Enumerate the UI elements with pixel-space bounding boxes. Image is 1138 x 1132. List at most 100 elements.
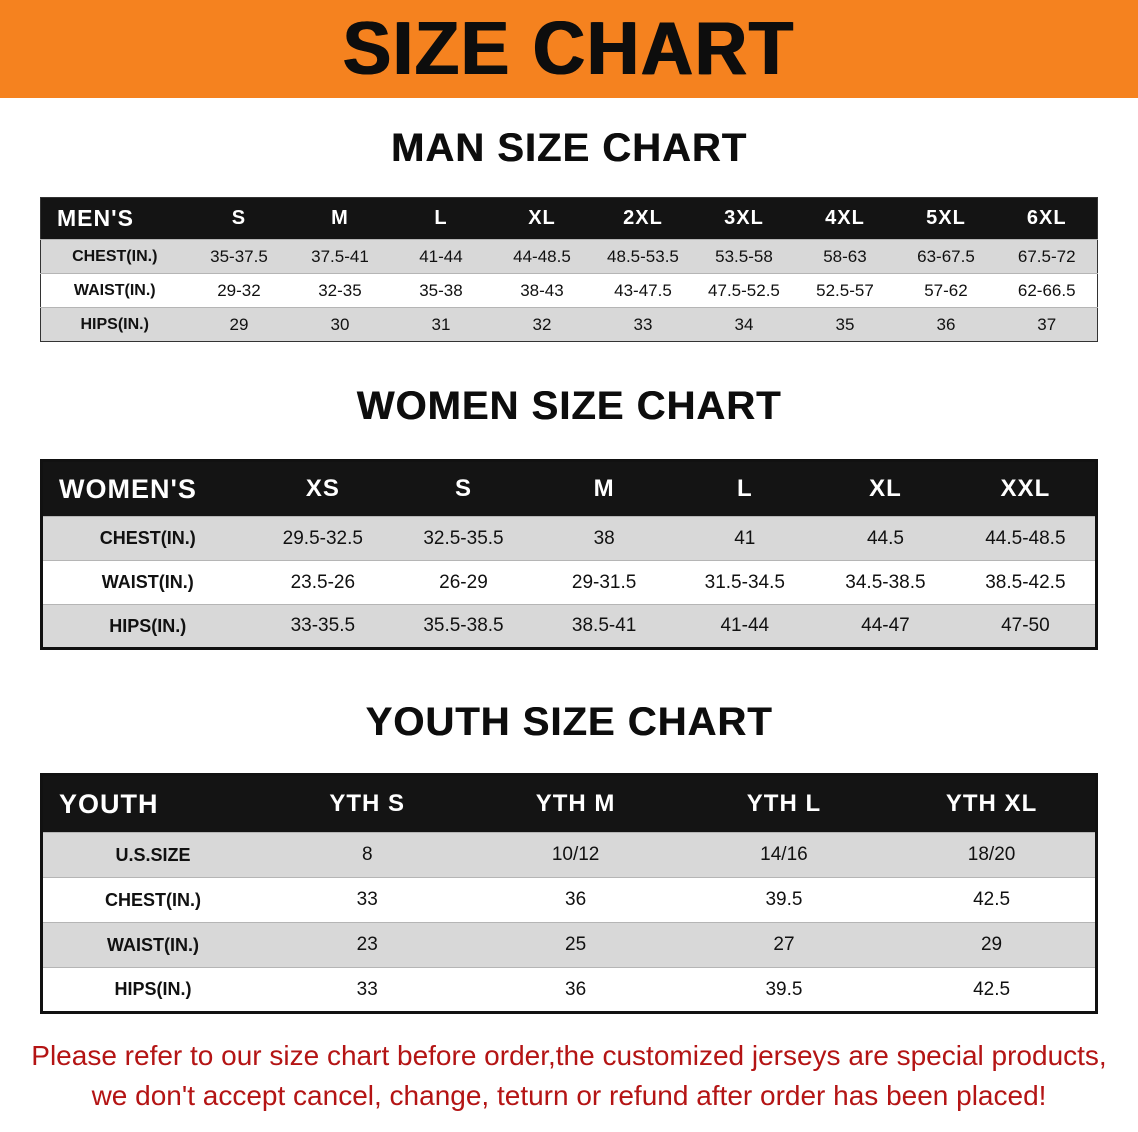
size-column-header: YTH M	[471, 774, 680, 833]
table-header-row: MEN'S S M L XL 2XL 3XL 4XL 5XL 6XL	[40, 197, 1098, 240]
size-value-cell: 38	[533, 516, 675, 561]
row-label: CHEST(IN.)	[41, 516, 253, 561]
table-row: WAIST(IN.) 29-32 32-35 35-38 38-43 43-47.5 47.…	[40, 273, 1098, 308]
row-label: HIPS(IN.)	[40, 307, 189, 342]
youth-size-table: YOUTH YTH S YTH M YTH L YTH XL U.S.SIZE 8 10/12…	[40, 773, 1098, 1014]
men-section-heading: MAN SIZE CHART	[390, 126, 748, 170]
table-row: WAIST(IN.) 23 25 27 29	[41, 922, 1097, 968]
size-value-cell: 36	[471, 967, 680, 1013]
size-value-cell: 38.5-42.5	[955, 560, 1097, 605]
size-value-cell: 39.5	[679, 967, 889, 1013]
size-value-cell: 35	[794, 307, 896, 342]
size-column-header: L	[674, 460, 816, 517]
size-value-cell: 44-48.5	[491, 239, 593, 274]
size-value-cell: 62-66.5	[996, 273, 1098, 308]
row-label: HIPS(IN.)	[41, 604, 253, 649]
size-value-cell: 8	[263, 832, 472, 878]
size-value-cell: 34.5-38.5	[815, 560, 956, 605]
size-value-cell: 32-35	[289, 273, 391, 308]
size-value-cell: 23	[263, 922, 472, 968]
size-value-cell: 41	[674, 516, 816, 561]
size-value-cell: 26-29	[393, 560, 534, 605]
size-value-cell: 29-32	[188, 273, 290, 308]
size-value-cell: 25	[471, 922, 680, 968]
table-header-row: YOUTH YTH S YTH M YTH L YTH XL	[41, 774, 1097, 833]
table-row: CHEST(IN.) 29.5-32.5 32.5-35.5 38 41 44.5 44.5…	[41, 516, 1097, 561]
size-value-cell: 34	[693, 307, 795, 342]
size-value-cell: 37.5-41	[289, 239, 391, 274]
size-value-cell: 30	[289, 307, 391, 342]
table-header-row: WOMEN'S XS S M L XL XXL	[41, 460, 1097, 517]
page-title: SIZE CHART	[343, 7, 795, 92]
size-value-cell: 41-44	[390, 239, 492, 274]
size-value-cell: 29-31.5	[533, 560, 675, 605]
size-table: YOUTH YTH S YTH M YTH L YTH XL U.S.SIZE 8 10/12…	[40, 773, 1098, 1014]
size-value-cell: 23.5-26	[252, 560, 394, 605]
size-value-cell: 67.5-72	[996, 239, 1098, 274]
size-value-cell: 31.5-34.5	[674, 560, 816, 605]
size-value-cell: 37	[996, 307, 1098, 342]
size-value-cell: 47-50	[955, 604, 1097, 649]
size-column-header: 2XL	[592, 197, 694, 240]
size-value-cell: 27	[679, 922, 889, 968]
size-value-cell: 33	[263, 877, 472, 923]
size-value-cell: 35.5-38.5	[393, 604, 534, 649]
size-value-cell: 38-43	[491, 273, 593, 308]
size-column-header: YTH XL	[888, 774, 1097, 833]
size-value-cell: 43-47.5	[592, 273, 694, 308]
row-label: CHEST(IN.)	[40, 239, 189, 274]
size-column-header: 4XL	[794, 197, 896, 240]
size-value-cell: 42.5	[888, 967, 1097, 1013]
youth-section-heading: YOUTH SIZE CHART	[365, 700, 773, 744]
size-value-cell: 53.5-58	[693, 239, 795, 274]
size-column-header: 6XL	[996, 197, 1098, 240]
row-label: WAIST(IN.)	[41, 922, 264, 968]
size-column-header: XXL	[955, 460, 1097, 517]
footer-disclaimer-line-2: we don't accept cancel, change, teturn o…	[91, 1079, 1047, 1111]
size-value-cell: 32	[491, 307, 593, 342]
size-column-header: 5XL	[895, 197, 997, 240]
size-table: WOMEN'S XS S M L XL XXL CHEST(IN.) 29.5-32.5 32.5…	[40, 459, 1098, 650]
size-value-cell: 35-38	[390, 273, 492, 308]
row-label: HIPS(IN.)	[41, 967, 264, 1013]
table-row: HIPS(IN.) 29 30 31 32 33 34 35 36 37	[40, 307, 1098, 342]
size-value-cell: 33-35.5	[252, 604, 394, 649]
table-row: CHEST(IN.) 33 36 39.5 42.5	[41, 877, 1097, 923]
row-label: WAIST(IN.)	[41, 560, 253, 605]
size-value-cell: 42.5	[888, 877, 1097, 923]
row-label: CHEST(IN.)	[41, 877, 264, 923]
size-value-cell: 36	[471, 877, 680, 923]
size-value-cell: 33	[263, 967, 472, 1013]
size-column-header: S	[393, 460, 534, 517]
size-column-header: XS	[252, 460, 394, 517]
size-column-header: YTH S	[263, 774, 472, 833]
banner: SIZE CHART	[0, 0, 1138, 98]
table-row: HIPS(IN.) 33-35.5 35.5-38.5 38.5-41 41-44 44-…	[41, 604, 1097, 649]
size-value-cell: 10/12	[471, 832, 680, 878]
table-corner-label: WOMEN'S	[41, 460, 253, 517]
size-column-header: M	[533, 460, 675, 517]
size-column-header: YTH L	[679, 774, 889, 833]
size-value-cell: 58-63	[794, 239, 896, 274]
table-row: U.S.SIZE 8 10/12 14/16 18/20	[41, 832, 1097, 878]
size-column-header: XL	[491, 197, 593, 240]
size-value-cell: 44-47	[815, 604, 956, 649]
size-column-header: M	[289, 197, 391, 240]
size-value-cell: 44.5	[815, 516, 956, 561]
size-column-header: XL	[815, 460, 956, 517]
size-table: MEN'S S M L XL 2XL 3XL 4XL 5XL 6XL CHEST(IN.) 35-37…	[40, 197, 1098, 342]
size-value-cell: 36	[895, 307, 997, 342]
size-value-cell: 31	[390, 307, 492, 342]
footer-disclaimer: Please refer to our size chart before or…	[0, 1036, 1138, 1116]
size-value-cell: 39.5	[679, 877, 889, 923]
size-value-cell: 57-62	[895, 273, 997, 308]
row-label: WAIST(IN.)	[40, 273, 189, 308]
size-value-cell: 18/20	[888, 832, 1097, 878]
table-corner-label: YOUTH	[41, 774, 264, 833]
size-value-cell: 14/16	[679, 832, 889, 878]
size-value-cell: 48.5-53.5	[592, 239, 694, 274]
size-column-header: 3XL	[693, 197, 795, 240]
size-value-cell: 29	[188, 307, 290, 342]
size-value-cell: 29.5-32.5	[252, 516, 394, 561]
